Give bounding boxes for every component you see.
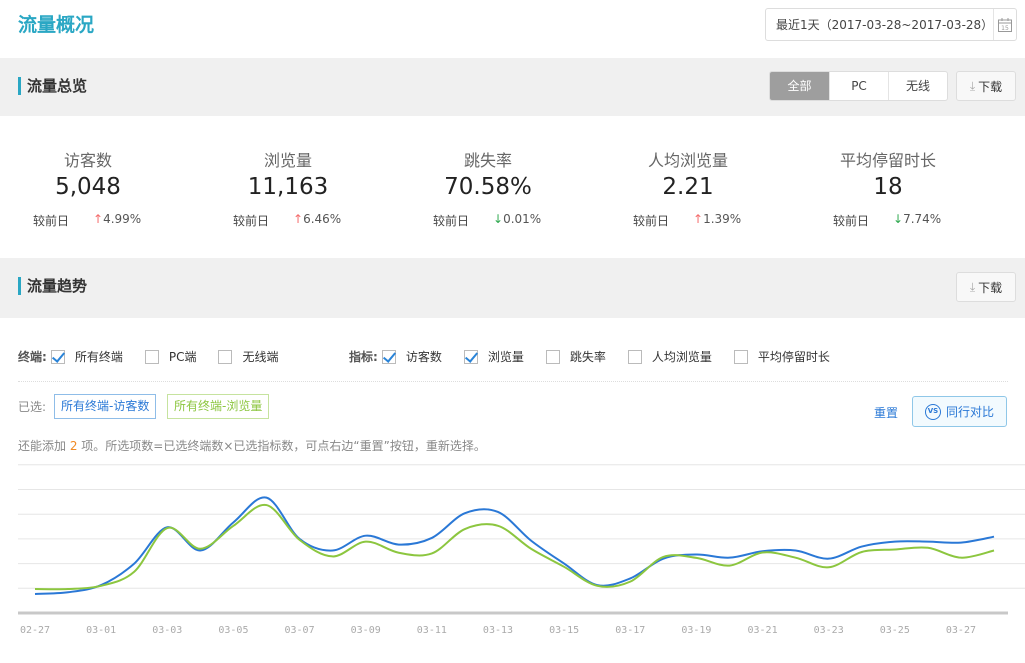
stat-label: 平均停留时长: [839, 151, 936, 170]
checkbox-option[interactable]: PC端: [144, 348, 196, 365]
stat-value: 18: [873, 174, 903, 200]
x-tick-label: 03-11: [417, 625, 447, 636]
checkbox[interactable]: [545, 349, 560, 364]
stat-value: 5,048: [55, 174, 121, 200]
download-icon: ⤓: [969, 78, 976, 93]
stat-card: 人均浏览量 2.21 较前日 ↑1.39%: [588, 116, 788, 258]
stat-value: 70.58%: [444, 174, 532, 200]
compare-label: 较前日: [33, 214, 70, 228]
checkbox-option[interactable]: 访客数: [381, 348, 442, 365]
stat-label: 跳失率: [463, 151, 512, 170]
stat-change: ↑4.99%: [93, 212, 142, 226]
checkbox[interactable]: [463, 349, 478, 364]
date-range-text: 最近1天（2017-03-28~2017-03-28）: [776, 18, 994, 32]
checkbox-option[interactable]: 人均浏览量: [627, 348, 712, 365]
download-button[interactable]: ⤓ 下载: [956, 71, 1016, 101]
arrow-down-icon: ↓: [493, 212, 504, 226]
segment-pc[interactable]: PC: [829, 72, 888, 100]
segment-all[interactable]: 全部: [770, 72, 829, 100]
arrow-up-icon: ↑: [693, 212, 704, 226]
checkbox[interactable]: [144, 349, 159, 364]
compare-label: 较前日: [433, 214, 470, 228]
terminal-label: 终端:: [18, 350, 47, 364]
x-tick-label: 03-17: [615, 625, 645, 636]
stat-value: 2.21: [662, 174, 714, 200]
trend-header: 流量趋势 ⤓ 下载: [0, 258, 1025, 318]
hint-text: 还能添加 2 项。所选项数=已选终端数×已选指标数，可点右边“重置”按钮，重新选…: [18, 439, 486, 453]
section-title: 流量趋势: [18, 277, 87, 295]
series-line-1: [34, 503, 995, 591]
checkbox[interactable]: [381, 349, 396, 364]
checkbox-option[interactable]: 跳失率: [545, 348, 606, 365]
x-tick-label: 03-25: [880, 625, 910, 636]
x-tick-label: 03-09: [351, 625, 381, 636]
series-line-0: [34, 496, 995, 595]
checkbox[interactable]: [50, 349, 65, 364]
arrow-down-icon: ↓: [893, 212, 904, 226]
trend-chart: 02-27 03-01 03-03 03-05 03-07 03-09 03-11 03-13…: [18, 464, 1025, 636]
stat-label: 人均浏览量: [647, 151, 728, 170]
segment-wireless[interactable]: 无线: [888, 72, 947, 100]
divider: [18, 381, 1008, 382]
stat-value: 11,163: [247, 174, 329, 200]
stat-change: ↓0.01%: [493, 212, 542, 226]
stat-card: 跳失率 70.58% 较前日 ↓0.01%: [388, 116, 588, 258]
terminal-segment-control: 全部 PC 无线: [769, 71, 948, 101]
date-range-picker[interactable]: 最近1天（2017-03-28~2017-03-28） 15: [765, 8, 1017, 41]
stat-card: 平均停留时长 18 较前日 ↓7.74%: [788, 116, 988, 258]
x-tick-label: 03-13: [483, 625, 513, 636]
stat-change: ↑1.39%: [693, 212, 742, 226]
x-tick-label: 03-21: [747, 625, 777, 636]
x-tick-label: 03-23: [814, 625, 844, 636]
checkbox-option[interactable]: 无线端: [218, 348, 278, 365]
download-button[interactable]: ⤓ 下载: [956, 272, 1016, 302]
x-tick-label: 03-07: [285, 625, 315, 636]
overview-header: 流量总览 全部 PC 无线 ⤓ 下载: [0, 58, 1025, 116]
selected-label: 已选:: [18, 400, 47, 414]
x-tick-label: 02-27: [20, 625, 50, 636]
stat-card: 访客数 5,048 较前日 ↑4.99%: [0, 116, 188, 258]
x-tick-label: 03-05: [218, 625, 248, 636]
compare-label: 较前日: [833, 214, 870, 228]
stat-change: ↓7.74%: [893, 212, 942, 226]
stat-change: ↑6.46%: [293, 212, 342, 226]
page-title: 流量概况: [18, 14, 95, 36]
stat-card: 浏览量 11,163 较前日 ↑6.46%: [188, 116, 388, 258]
checkbox[interactable]: [218, 349, 233, 364]
peer-compare-button[interactable]: VS 同行对比: [912, 396, 1007, 427]
download-icon: ⤓: [969, 279, 976, 294]
x-tick-label: 03-01: [86, 625, 116, 636]
vs-icon: VS: [924, 403, 941, 420]
selected-tag-pageviews[interactable]: 所有终端-浏览量: [167, 394, 270, 419]
checkbox-option[interactable]: 浏览量: [463, 348, 524, 365]
checkbox[interactable]: [733, 349, 748, 364]
x-tick-label: 03-19: [681, 625, 711, 636]
checkbox-option[interactable]: 平均停留时长: [733, 348, 830, 365]
terminal-filter: 终端: 所有终端 PC端 无线端: [18, 348, 300, 365]
metric-label: 指标:: [349, 350, 378, 364]
checkbox[interactable]: [627, 349, 642, 364]
arrow-up-icon: ↑: [93, 212, 104, 226]
x-tick-label: 03-15: [549, 625, 579, 636]
calendar-icon[interactable]: 15: [993, 9, 1016, 40]
x-tick-label: 03-03: [152, 625, 182, 636]
x-tick-label: 03-27: [946, 625, 976, 636]
compare-label: 较前日: [233, 214, 270, 228]
checkbox-option[interactable]: 所有终端: [50, 348, 123, 365]
stat-label: 浏览量: [263, 151, 312, 170]
reset-link[interactable]: 重置: [874, 406, 899, 420]
compare-label: 较前日: [633, 214, 670, 228]
selected-tag-visitors[interactable]: 所有终端-访客数: [54, 394, 157, 419]
svg-text:15: 15: [1001, 25, 1009, 32]
metric-filter: 指标: 访客数 浏览量 跳失率 人均浏览量 平均停留时长: [349, 348, 852, 365]
stat-label: 访客数: [63, 151, 112, 170]
section-title: 流量总览: [18, 77, 87, 95]
arrow-up-icon: ↑: [293, 212, 304, 226]
